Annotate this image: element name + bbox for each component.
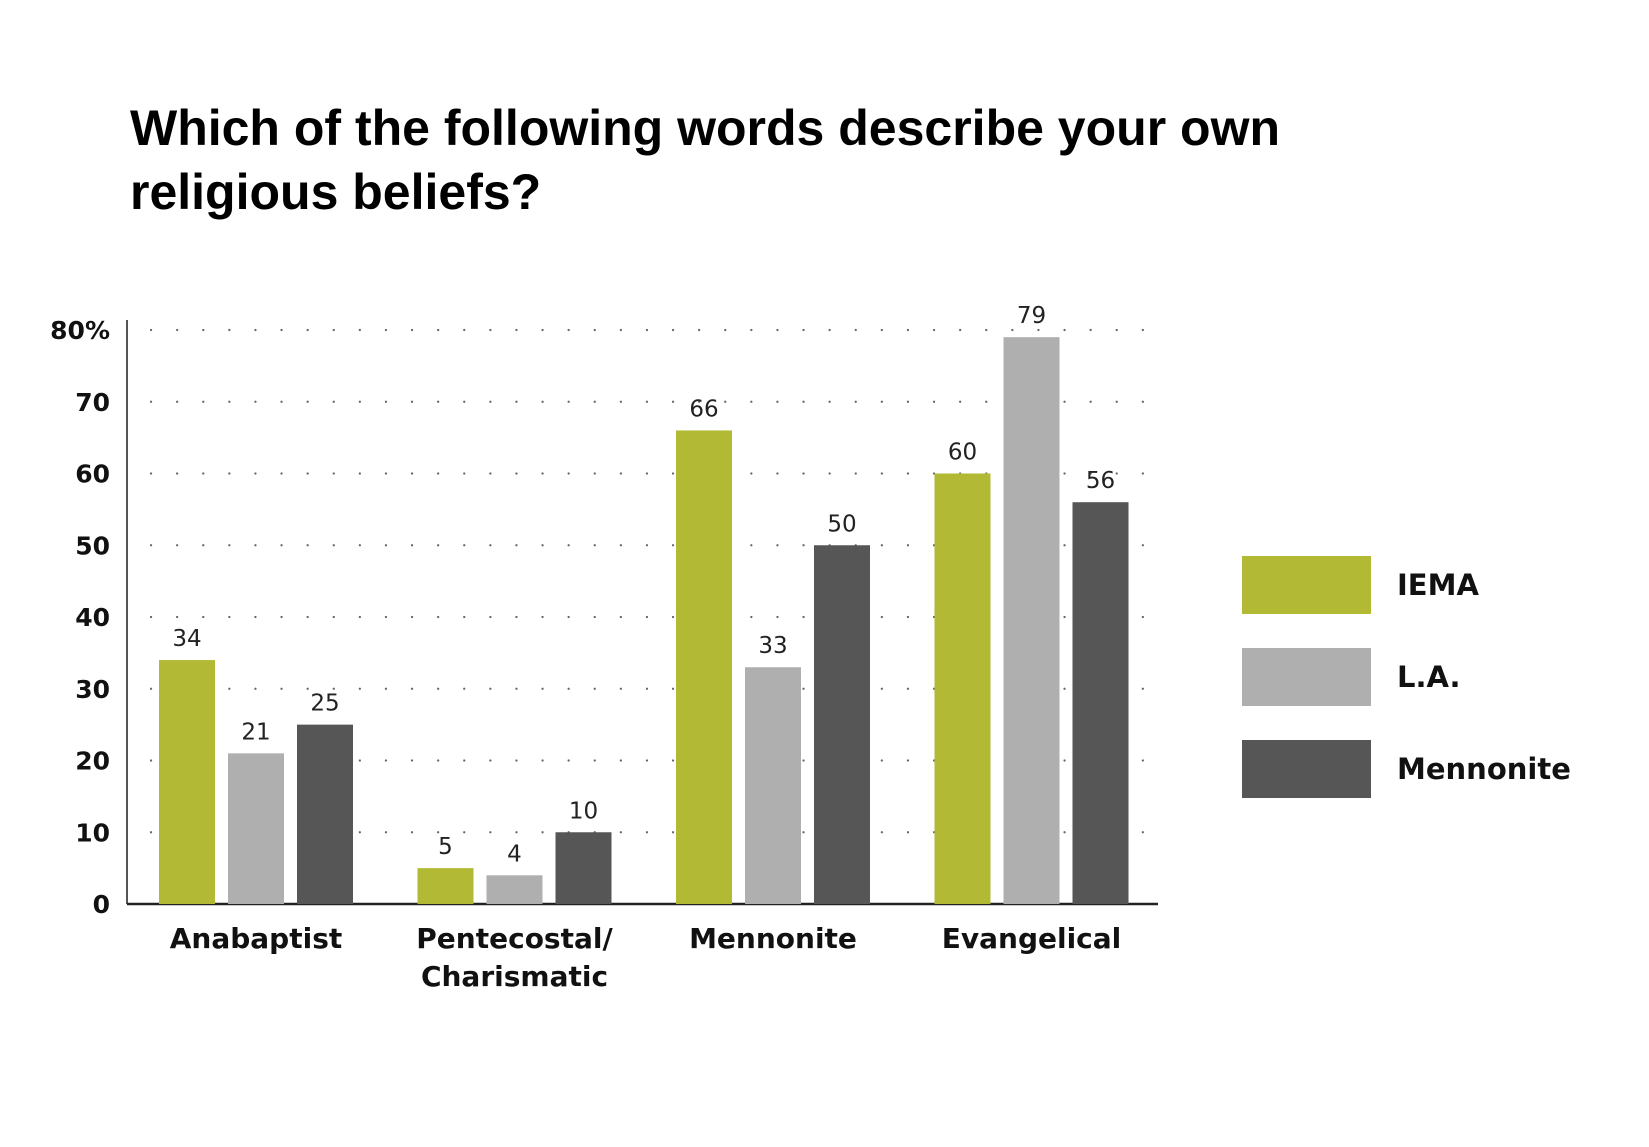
bar-l-a--3 — [1003, 337, 1060, 904]
legend: IEMA L.A. Mennonite — [1242, 556, 1571, 798]
gridlines — [149, 328, 1146, 834]
data-label: 56 — [1086, 468, 1115, 494]
x-category-label: Charismatic — [421, 960, 608, 993]
legend-swatch-2 — [1242, 740, 1371, 798]
x-category-label: Anabaptist — [170, 922, 343, 955]
data-label: 50 — [827, 511, 856, 537]
data-label: 4 — [507, 841, 522, 867]
bar-mennonite-1 — [555, 832, 612, 904]
data-label: 5 — [438, 834, 453, 860]
legend-label-1: L.A. — [1397, 660, 1461, 694]
bar-mennonite-3 — [1072, 502, 1129, 904]
data-labels: 34 21 25 5 4 10 66 33 50 60 79 56 — [172, 303, 1115, 867]
x-category-label: Mennonite — [689, 922, 857, 955]
legend-swatch-1 — [1242, 648, 1371, 706]
data-label: 25 — [310, 691, 339, 717]
axes: 0 10 20 30 40 50 60 70 80% Anabaptist Pentecostal/… — [50, 316, 1158, 993]
bar-iema-2 — [676, 430, 732, 904]
y-tick-label-70: 70 — [75, 388, 110, 417]
y-tick-label-0: 0 — [93, 890, 110, 919]
data-label: 66 — [689, 396, 718, 422]
legend-swatch-0 — [1242, 556, 1371, 614]
y-tick-label-40: 40 — [75, 603, 110, 632]
y-tick-label-30: 30 — [75, 675, 110, 704]
data-label: 60 — [948, 440, 977, 466]
bar-l-a--0 — [228, 753, 284, 904]
y-tick-label-50: 50 — [75, 531, 110, 560]
x-category-label: Evangelical — [942, 922, 1122, 955]
data-label: 79 — [1017, 303, 1046, 329]
data-label: 33 — [758, 633, 787, 659]
chart-title: Which of the following words describe yo… — [130, 96, 1430, 224]
data-label: 10 — [569, 798, 598, 824]
data-label: 21 — [241, 719, 270, 745]
bars — [159, 337, 1129, 904]
bar-iema-3 — [934, 473, 991, 904]
bar-iema-0 — [159, 660, 215, 904]
bar-l-a--1 — [486, 875, 543, 904]
y-tick-label-60: 60 — [75, 460, 110, 489]
bar-mennonite-2 — [814, 545, 870, 904]
chart-title-line-1: Which of the following words describe yo… — [130, 100, 1281, 156]
bar-iema-1 — [417, 868, 474, 904]
y-tick-label-20: 20 — [75, 747, 110, 776]
y-tick-label-10: 10 — [75, 818, 110, 847]
x-category-label: Pentecostal/ — [416, 922, 613, 955]
bar-mennonite-0 — [297, 724, 353, 904]
legend-label-2: Mennonite — [1397, 752, 1571, 786]
chart-title-line-2: religious beliefs? — [130, 164, 542, 220]
legend-label-0: IEMA — [1397, 568, 1479, 602]
bar-l-a--2 — [745, 667, 801, 904]
y-tick-label-80: 80% — [50, 316, 110, 345]
data-label: 34 — [172, 626, 201, 652]
